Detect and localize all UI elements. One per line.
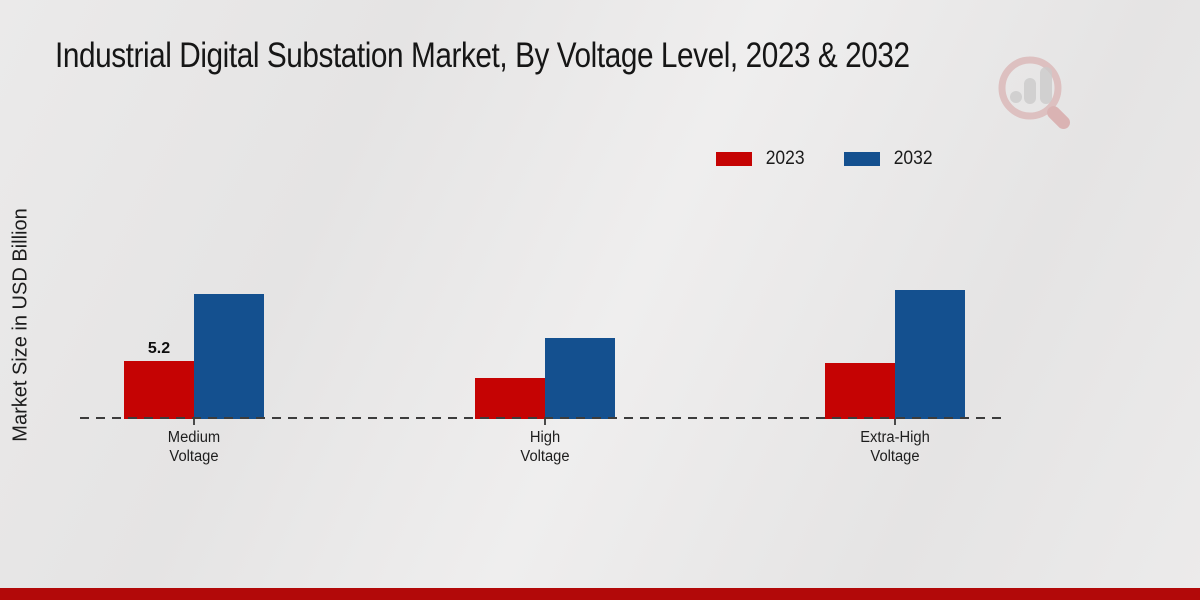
bar-2032-high-voltage	[545, 338, 615, 419]
legend: 2023 2032	[716, 148, 935, 170]
x-axis-baseline	[80, 417, 1008, 419]
legend-swatch-2032	[844, 152, 881, 166]
chart-title: Industrial Digital Substation Market, By…	[55, 36, 910, 75]
legend-item-2032: 2032	[844, 148, 934, 170]
legend-swatch-2023	[716, 152, 752, 166]
y-axis-label: Market Size in USD Billion	[9, 208, 32, 442]
bar-2032-extra-high-voltage	[895, 290, 965, 419]
category-label-medium-voltage: Medium Voltage	[167, 429, 221, 465]
x-axis-tick-medium-voltage	[193, 419, 195, 425]
magnifier-bar-chart-logo-icon	[998, 56, 1070, 129]
footer-accent-bar	[0, 588, 1200, 600]
bar-value-label: 5.2	[147, 340, 171, 357]
legend-label-2023: 2023	[765, 148, 805, 169]
legend-item-2023: 2023	[716, 148, 806, 170]
legend-label-2032: 2032	[893, 148, 933, 169]
bar-2032-medium-voltage	[194, 294, 264, 419]
x-axis-tick-extra-high-voltage	[894, 419, 896, 425]
bar-2023-high-voltage	[475, 378, 545, 419]
bar-2023-extra-high-voltage	[825, 363, 895, 419]
category-label-high-voltage: High Voltage	[520, 429, 570, 465]
category-label-extra-high-voltage: Extra-High Voltage	[860, 429, 930, 465]
bar-2023-medium-voltage	[124, 361, 194, 419]
x-axis-tick-high-voltage	[544, 419, 546, 425]
